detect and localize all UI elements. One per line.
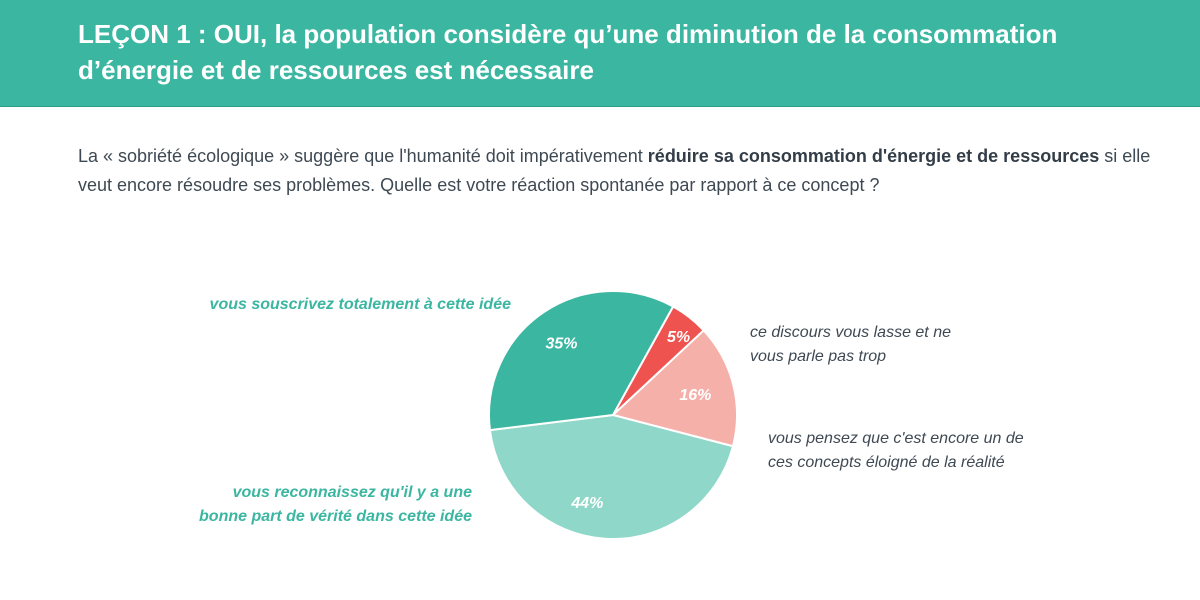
slice-category-label: vous souscrivez totalement à cette idée <box>210 296 512 313</box>
header-banner: LEÇON 1 : OUI, la population considère q… <box>0 0 1200 107</box>
pie-category-labels: ce discours vous lasse et ne vous parle p… <box>199 296 1024 525</box>
slice-value-label: 16% <box>679 387 711 404</box>
slice-category-label-line: ce discours vous lasse et ne <box>750 324 951 341</box>
pie-slice <box>488 413 735 540</box>
page-title: LEÇON 1 : OUI, la population considère q… <box>78 19 1058 85</box>
question-text-bold: réduire sa consommation d'énergie et de … <box>647 146 1100 166</box>
slice-value-label: 35% <box>545 336 577 353</box>
slice-category-label-line: vous pensez que c'est encore un de <box>768 430 1024 447</box>
slice-category-label-line: vous souscrivez totalement à cette idée <box>210 296 512 313</box>
slice-category-label-line: ces concepts éloigné de la réalité <box>768 454 1005 471</box>
pie-slice <box>610 329 738 448</box>
survey-question: La « sobriété écologique » suggère que l… <box>78 142 1168 200</box>
slice-category-label: vous reconnaissez qu'il y a une bonne par… <box>199 484 472 525</box>
pie-slice <box>488 290 675 432</box>
slice-value-label: 5% <box>667 329 690 346</box>
slice-value-label: 44% <box>570 495 603 512</box>
slice-category-label-line: vous parle pas trop <box>750 348 886 365</box>
question-text-end: si elle veut encore résoudre ses problèm… <box>78 146 1151 195</box>
slice-category-label-line: bonne part de vérité dans cette idée <box>199 508 472 525</box>
slice-category-label-line: vous reconnaissez qu'il y a une <box>233 484 473 501</box>
pie-value-labels: 5% 16% 44% 35% <box>545 329 711 512</box>
pie-slices <box>488 290 738 540</box>
slice-category-label: vous pensez que c'est encore un de ces co… <box>768 430 1024 471</box>
slice-category-label: ce discours vous lasse et ne vous parle p… <box>750 324 951 365</box>
question-text-start: La « sobriété écologique » suggère que l… <box>78 146 648 166</box>
